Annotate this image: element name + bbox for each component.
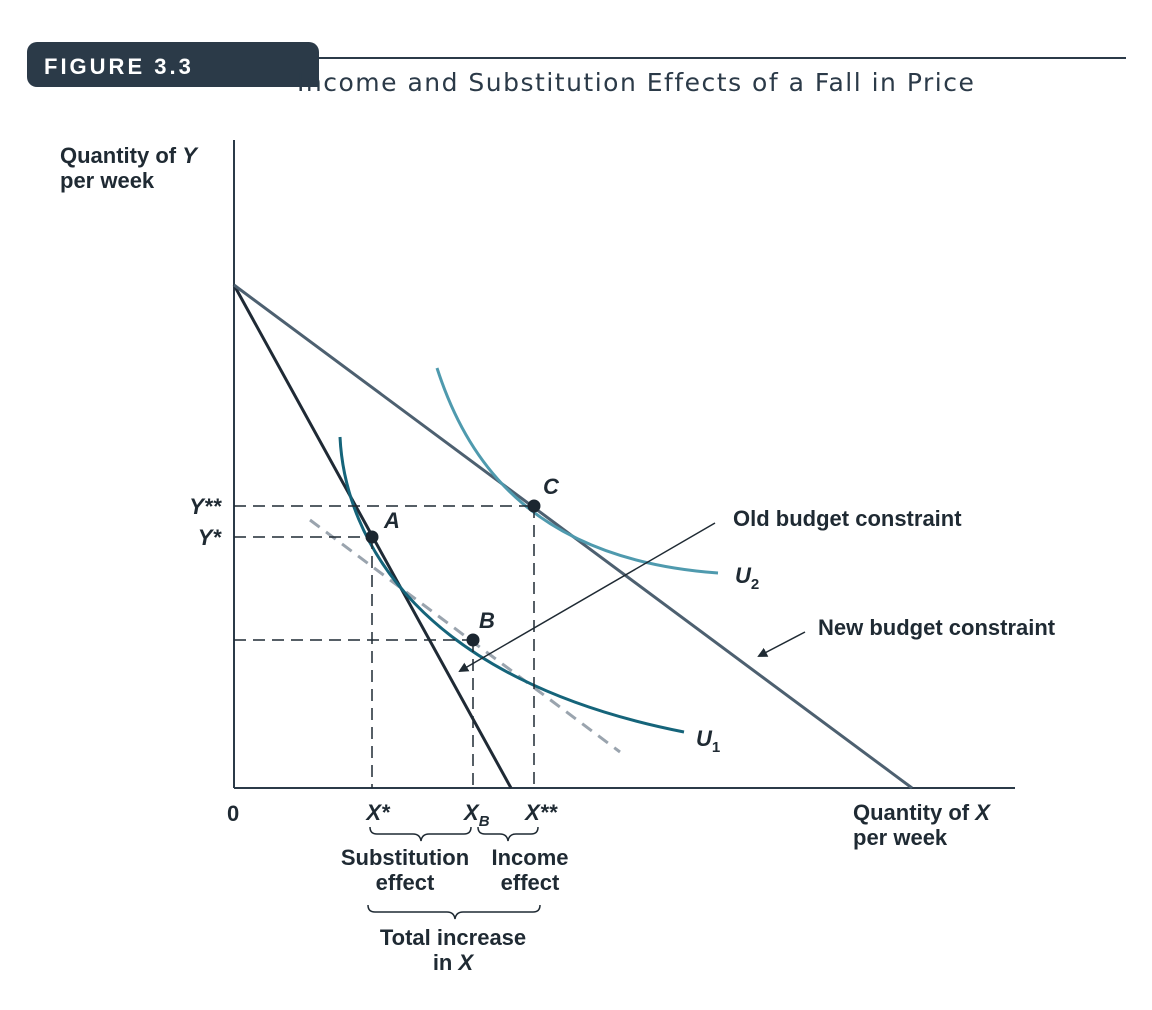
new-budget-arrow — [757, 631, 806, 657]
x-axis-label-line2: per week — [853, 825, 948, 850]
y-axis-label-line1: Quantity of Y — [60, 143, 199, 168]
tangent-line-dashed — [309, 518, 621, 754]
u2-label: U2 — [735, 563, 759, 593]
point-b-marker — [466, 633, 480, 647]
x-tick-x-b-sub: B — [479, 813, 490, 830]
substitution-effect-line1: Substitution — [341, 845, 469, 870]
indifference-curve-u2 — [435, 367, 719, 575]
x-tick-x-b: XB — [462, 800, 490, 830]
income-effect-line1: Income — [491, 845, 568, 870]
origin-label: 0 — [227, 801, 239, 826]
point-c-label: C — [543, 474, 560, 499]
x-axis-label-var: X — [973, 800, 991, 825]
y-axis-label-line2: per week — [60, 168, 155, 193]
income-effect-line2: effect — [501, 870, 560, 895]
x-tick-x-star: X* — [364, 800, 391, 825]
total-brace — [367, 904, 541, 920]
point-c-marker — [527, 499, 541, 513]
total-increase-line1: Total increase — [380, 925, 526, 950]
y-axis-label-var: Y — [182, 143, 199, 168]
u2-label-main: U — [735, 563, 752, 588]
y-tick-y-star-star: Y** — [189, 494, 222, 519]
new-budget-label: New budget constraint — [818, 615, 1056, 640]
substitution-brace — [369, 826, 472, 842]
y-axis-label-text: Quantity of — [60, 143, 182, 168]
total-increase-var: X — [456, 950, 474, 975]
old-budget-arrow — [458, 522, 716, 673]
total-increase-prefix: in — [433, 950, 459, 975]
income-brace — [477, 826, 539, 842]
figure-number-label: FIGURE 3.3 — [44, 54, 194, 79]
title-rule — [300, 57, 1126, 59]
point-a-marker — [365, 530, 379, 544]
point-b-label: B — [479, 608, 495, 633]
point-a-label: A — [383, 508, 400, 533]
figure-number-tab — [27, 42, 319, 87]
x-tick-x-star-star: X** — [523, 800, 558, 825]
old-budget-label: Old budget constraint — [733, 506, 962, 531]
indifference-curve-u1 — [338, 436, 685, 734]
u1-label: U1 — [696, 726, 720, 756]
total-increase-line2: in X — [433, 950, 475, 975]
u1-label-sub: 1 — [712, 739, 720, 756]
x-axis-label-line1: Quantity of X — [853, 800, 991, 825]
x-axis-label-text: Quantity of — [853, 800, 975, 825]
x-tick-x-b-main: X — [462, 800, 480, 825]
dashed-guides — [234, 505, 535, 788]
u1-label-main: U — [696, 726, 713, 751]
u2-label-sub: 2 — [751, 576, 759, 593]
substitution-effect-line2: effect — [376, 870, 435, 895]
y-tick-y-star: Y* — [198, 525, 223, 550]
figure-title: Income and Substitution Effects of a Fal… — [297, 68, 976, 97]
